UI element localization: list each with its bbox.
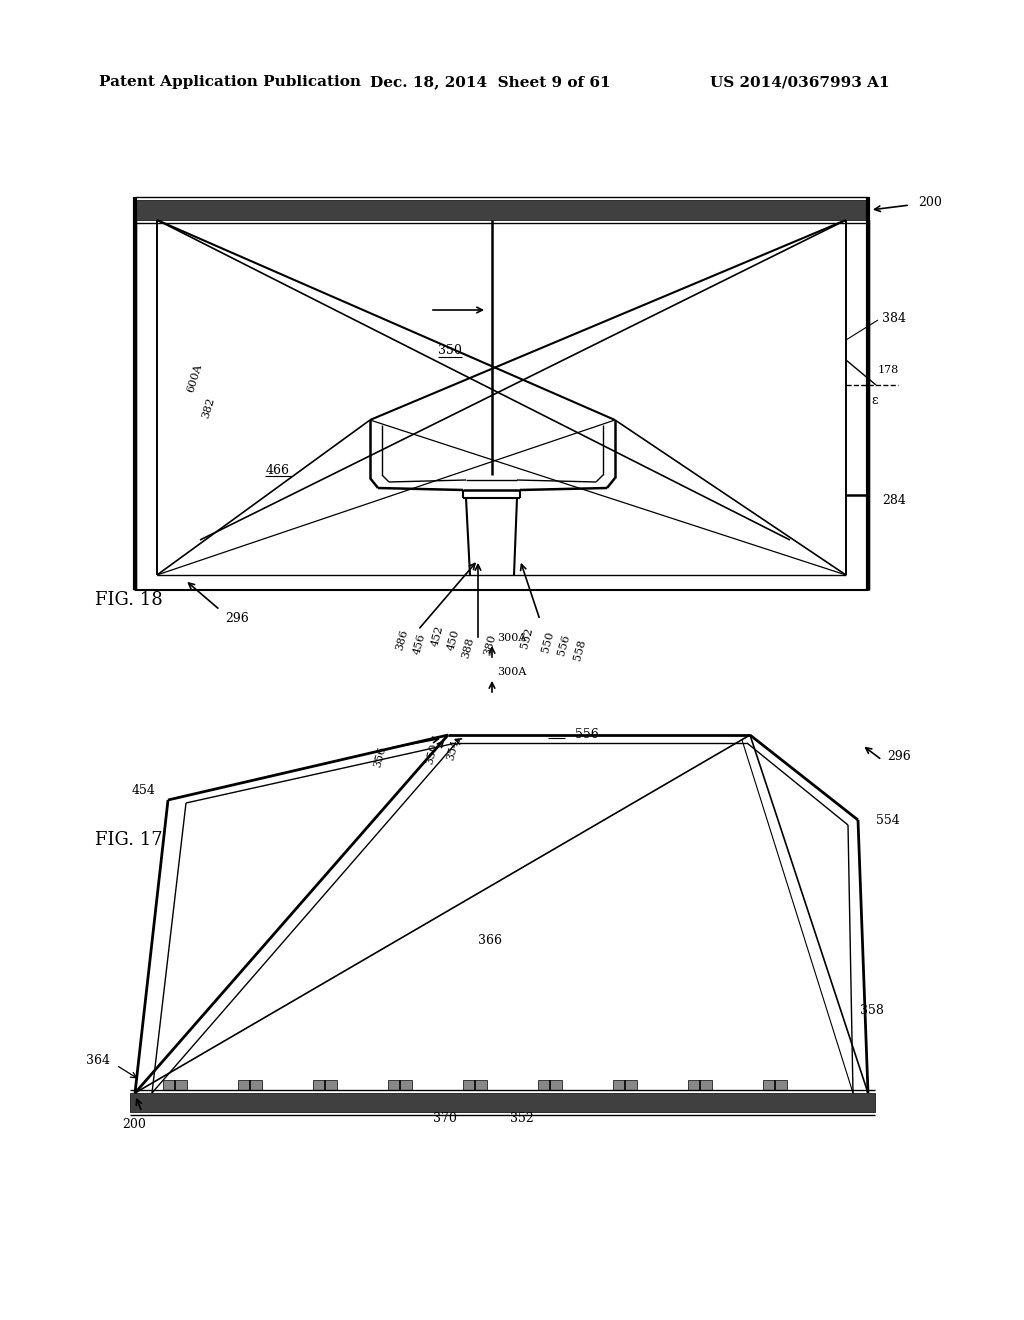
Text: US 2014/0367993 A1: US 2014/0367993 A1 — [711, 75, 890, 88]
Text: 364: 364 — [86, 1053, 110, 1067]
Bar — [313, 1080, 337, 1090]
Text: 550: 550 — [541, 631, 556, 653]
Text: 380: 380 — [482, 634, 498, 656]
Bar — [130, 1093, 874, 1111]
Text: 558: 558 — [572, 639, 588, 661]
Text: 466: 466 — [266, 463, 290, 477]
Text: ε: ε — [871, 393, 878, 407]
Bar — [688, 1080, 712, 1090]
Text: 452: 452 — [430, 624, 445, 648]
Text: 350: 350 — [438, 343, 462, 356]
Text: Dec. 18, 2014  Sheet 9 of 61: Dec. 18, 2014 Sheet 9 of 61 — [370, 75, 610, 88]
Text: FIG. 18: FIG. 18 — [95, 591, 163, 609]
Text: 300A: 300A — [497, 634, 526, 643]
Text: 358: 358 — [860, 1003, 884, 1016]
Text: 552: 552 — [519, 627, 535, 649]
Text: 366: 366 — [478, 933, 502, 946]
Text: 296: 296 — [225, 611, 249, 624]
Text: 356: 356 — [373, 746, 388, 768]
Text: 370: 370 — [433, 1111, 457, 1125]
Text: 388: 388 — [461, 636, 475, 660]
Text: 554: 554 — [876, 813, 900, 826]
Bar — [538, 1080, 562, 1090]
Bar — [163, 1080, 187, 1090]
Text: 386: 386 — [394, 628, 410, 652]
Text: 600A: 600A — [186, 363, 204, 393]
Text: 456: 456 — [413, 632, 428, 656]
Bar — [388, 1080, 412, 1090]
Bar — [463, 1080, 487, 1090]
Text: Patent Application Publication: Patent Application Publication — [99, 75, 361, 88]
Text: 352: 352 — [510, 1111, 534, 1125]
Bar — [135, 201, 868, 220]
Text: 178: 178 — [878, 366, 899, 375]
Bar — [613, 1080, 637, 1090]
Text: 384: 384 — [882, 312, 906, 325]
Text: 350: 350 — [424, 742, 439, 766]
Text: 454: 454 — [131, 784, 155, 796]
Text: 284: 284 — [882, 494, 906, 507]
Text: 354: 354 — [445, 738, 461, 762]
Text: 200: 200 — [122, 1118, 145, 1131]
Text: 382: 382 — [200, 396, 216, 420]
Bar — [763, 1080, 787, 1090]
Text: 200: 200 — [918, 197, 942, 210]
Text: 296: 296 — [887, 750, 910, 763]
Text: 556: 556 — [556, 634, 571, 656]
Text: 450: 450 — [446, 628, 462, 652]
Text: 556: 556 — [575, 729, 599, 742]
Bar — [238, 1080, 262, 1090]
Text: FIG. 17: FIG. 17 — [95, 832, 163, 849]
Text: 300A: 300A — [497, 667, 526, 677]
